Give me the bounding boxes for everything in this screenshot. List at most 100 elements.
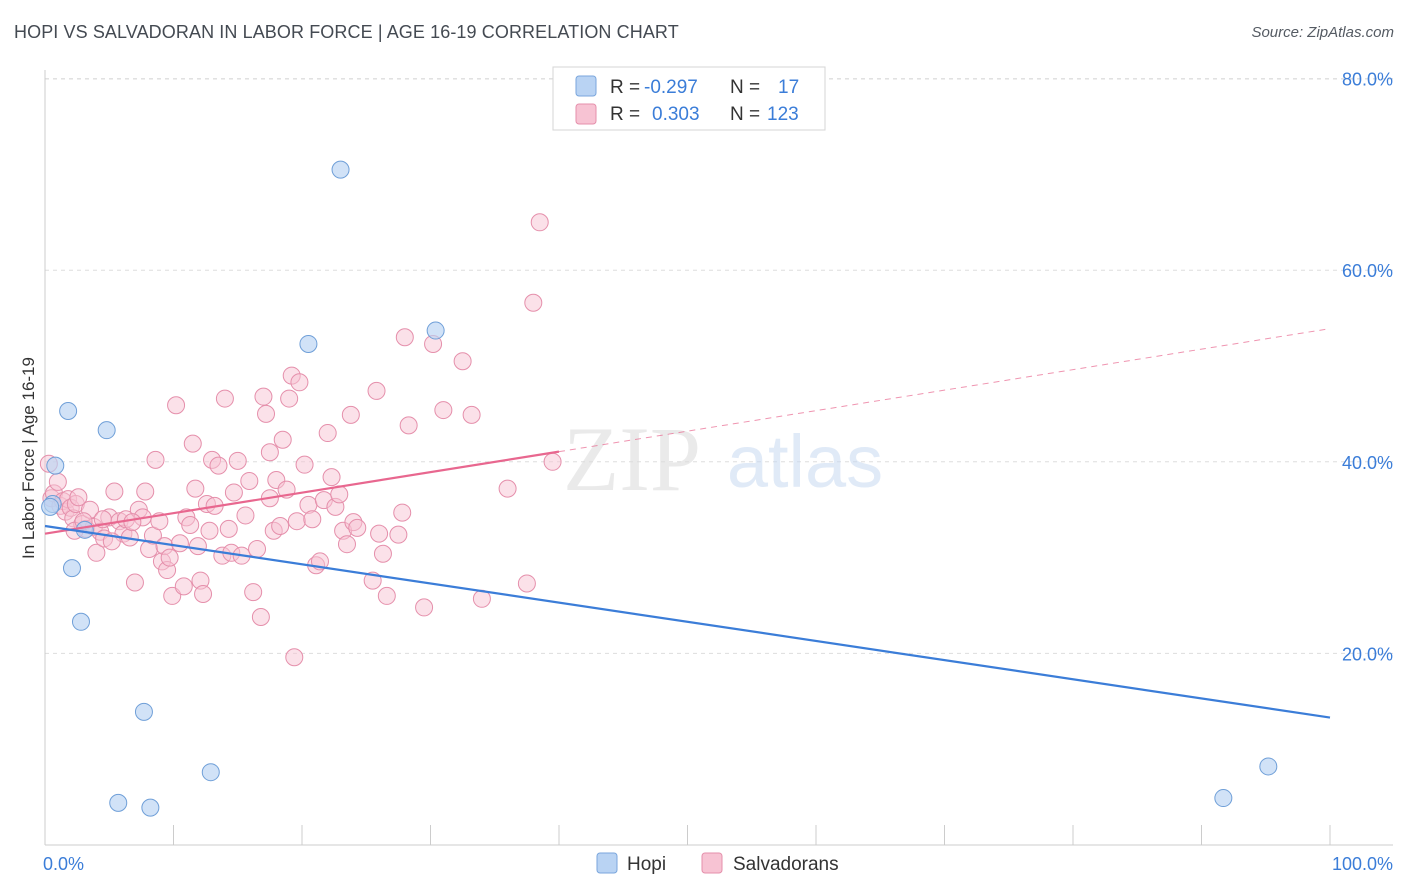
hopi-point: [134, 702, 153, 721]
salvadoran-point: [303, 510, 322, 529]
salvadoran-point: [251, 607, 270, 626]
source-credit: Source: ZipAtlas.com: [1251, 24, 1394, 41]
salvadoran-swatch: [575, 103, 597, 125]
chart-title: HOPI VS SALVADORAN IN LABOR FORCE | AGE …: [14, 22, 679, 42]
x-tick-label-min: 0.0%: [43, 854, 84, 874]
legend-hopi-label: Hopi: [627, 854, 666, 875]
salvadoran-point: [228, 451, 247, 470]
salvadoran-point: [240, 471, 259, 490]
salvadoran-point: [290, 373, 309, 392]
hopi-point: [62, 559, 81, 578]
salvadoran-point: [530, 213, 549, 232]
salvadoran-point: [188, 537, 207, 556]
salvadoran-r-label: R =: [610, 104, 640, 125]
y-axis-label: In Labor Force | Age 16-19: [19, 357, 38, 559]
hopi-point: [59, 402, 78, 421]
salvadoran-point: [219, 519, 238, 538]
salvadoran-point: [200, 521, 219, 540]
salvadoran-point: [271, 516, 290, 535]
salvadoran-point: [280, 389, 299, 408]
y-tick-label: 20.0%: [1342, 644, 1393, 664]
watermark: ZIP atlas: [563, 408, 883, 510]
hopi-swatch: [575, 75, 597, 97]
salvadoran-point: [370, 524, 389, 543]
x-tick-label-max: 100.0%: [1332, 854, 1393, 874]
salvadoran-point: [260, 443, 279, 462]
salvadoran-point: [194, 585, 213, 604]
salvadoran-point: [87, 543, 106, 562]
hopi-point: [71, 612, 90, 631]
stats-legend: R = -0.297 N = 17 R = 0.303 N = 123: [552, 66, 826, 131]
hopi-trend-solid: [44, 524, 1331, 719]
salvadoran-point: [181, 516, 200, 535]
hopi-point: [426, 321, 445, 340]
salvadoran-point: [160, 548, 179, 567]
salvadoran-point: [399, 416, 418, 435]
hopi-n-value: 17: [778, 77, 799, 98]
salvadoran-point: [524, 293, 543, 312]
salvadoran-point: [367, 381, 386, 400]
salvadoran-point: [254, 387, 273, 406]
salvadoran-point: [236, 506, 255, 525]
salvadoran-points: [39, 213, 562, 667]
hopi-r-value: -0.297: [644, 77, 698, 98]
salvadoran-point: [434, 401, 453, 420]
salvadoran-point: [186, 479, 205, 498]
stats-legend-box: [552, 66, 826, 131]
watermark-atlas: atlas: [727, 420, 883, 503]
salvadoran-trend-solid: [44, 450, 560, 535]
hopi-point: [97, 421, 116, 440]
salvadoran-point: [337, 535, 356, 554]
salvadoran-point: [215, 389, 234, 408]
salvadoran-point: [395, 328, 414, 347]
salvadoran-point: [348, 518, 367, 537]
salvadoran-point: [415, 598, 434, 617]
salvadoran-trend-dashed: [558, 328, 1331, 453]
axes: [44, 70, 1393, 846]
y-tick-label: 40.0%: [1342, 453, 1393, 473]
hopi-point: [299, 334, 318, 353]
salvadoran-point: [167, 396, 186, 415]
salvadoran-point: [105, 482, 124, 501]
salvadoran-point: [462, 405, 481, 424]
salvadoran-point: [318, 424, 337, 443]
salvadoran-point: [341, 405, 360, 424]
hopi-n-label: N =: [730, 77, 760, 98]
hopi-point: [331, 160, 350, 179]
series-legend: Hopi Salvadorans: [596, 852, 839, 875]
grid-lines: [45, 78, 1393, 654]
trend-lines: [44, 328, 1331, 719]
hopi-point: [201, 763, 220, 782]
legend-salvadoran-label: Salvadorans: [733, 854, 839, 875]
salvadoran-point: [498, 479, 517, 498]
salvadoran-point: [48, 472, 67, 491]
salvadoran-n-value: 123: [767, 104, 799, 125]
salvadoran-point: [248, 539, 267, 558]
salvadoran-point: [183, 434, 202, 453]
salvadoran-point: [174, 577, 193, 596]
hopi-point: [75, 520, 94, 539]
salvadoran-point: [295, 455, 314, 474]
salvadoran-point: [123, 513, 142, 532]
salvadoran-point: [136, 482, 155, 501]
hopi-point: [141, 798, 160, 817]
salvadoran-point: [453, 352, 472, 371]
salvadoran-point: [373, 544, 392, 563]
salvadoran-point: [287, 512, 306, 531]
salvadoran-point: [163, 586, 182, 605]
salvadoran-point: [517, 574, 536, 593]
salvadoran-point: [273, 430, 292, 449]
watermark-zip: ZIP: [563, 408, 701, 510]
hopi-point: [41, 497, 60, 516]
salvadoran-point: [377, 586, 396, 605]
tick-labels: 20.0% 40.0% 60.0% 80.0% 0.0% 100.0%: [43, 70, 1393, 874]
y-tick-label: 60.0%: [1342, 261, 1393, 281]
salvadoran-n-label: N =: [730, 104, 760, 125]
salvadoran-point: [322, 468, 341, 487]
salvadoran-point: [170, 534, 189, 553]
salvadoran-point: [393, 503, 412, 522]
salvadoran-point: [224, 483, 243, 502]
legend-salvadoran-swatch: [701, 852, 723, 874]
hopi-point: [109, 793, 128, 812]
